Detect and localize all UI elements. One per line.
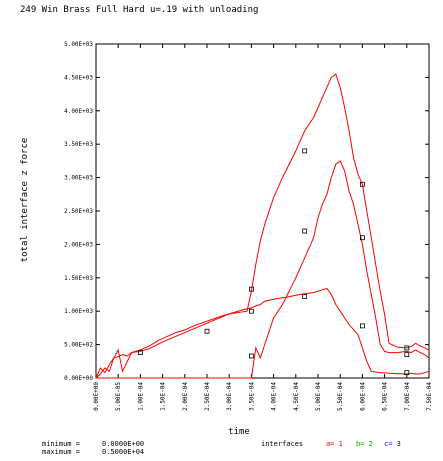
- y-tick-label: 4.50E+03: [64, 74, 93, 81]
- legend: interfaces a= 1 b= 2 c= 3: [261, 440, 401, 448]
- x-tick-label: 6.50E-04: [382, 382, 389, 411]
- data-point-marker: [248, 286, 254, 292]
- data-point-marker: [302, 148, 308, 154]
- footer-stats: minimum = 0.0000E+00 maximum = 0.5000E+0…: [42, 440, 144, 456]
- data-point-marker: [248, 308, 254, 314]
- y-tick-label: 2.50E+03: [64, 208, 93, 215]
- minimum-value: 0.0000E+00: [102, 440, 144, 448]
- x-tick-label: 3.00E-04: [226, 382, 233, 411]
- legend-item-a: a= 1: [326, 440, 343, 448]
- data-point-marker: [404, 352, 410, 358]
- y-tick-label: 5.00E+02: [64, 342, 93, 349]
- plot-frame: [95, 43, 430, 379]
- x-tick-label: 6.00E-04: [359, 382, 366, 411]
- x-tick-label: 4.50E-04: [293, 382, 300, 411]
- y-tick-label: 5.00E+03: [64, 41, 93, 48]
- y-tick-label: 1.50E+03: [64, 275, 93, 282]
- data-point-marker: [359, 235, 365, 241]
- y-tick-label: 0.00E+00: [64, 375, 93, 382]
- y-tick-label: 2.00E+03: [64, 241, 93, 248]
- x-tick-label: 2.50E-04: [204, 382, 211, 411]
- x-tick-label: 2.00E-04: [182, 382, 189, 411]
- x-tick-label: 5.50E-04: [337, 382, 344, 411]
- maximum-value: 0.5000E+04: [102, 448, 144, 456]
- maximum-label: maximum =: [42, 448, 80, 456]
- x-tick-label: 1.00E-04: [137, 382, 144, 411]
- x-tick-label: 1.50E-04: [160, 382, 167, 411]
- y-tick-label: 1.00E+03: [64, 308, 93, 315]
- marker-layer: [137, 148, 410, 376]
- x-tick-label: 5.00E-05: [115, 382, 122, 411]
- y-tick-label: 4.00E+03: [64, 108, 93, 115]
- y-axis-label: total interface z force: [20, 138, 30, 263]
- x-tick-label: 3.50E-04: [248, 382, 255, 411]
- y-axis: 0.00E+00 5.00E+02 1.00E+03 1.50E+03 2.00E+03…: [64, 41, 429, 382]
- x-tick-label: 4.00E-04: [271, 382, 278, 411]
- x-axis: 0.00E+00 5.00E-05 1.00E-04 1.50E-04 2.00E-04…: [93, 44, 433, 411]
- minimum-label: minimum =: [42, 440, 80, 448]
- x-tick-label: 7.50E-04: [426, 382, 433, 411]
- legend-item-b: b= 2: [356, 440, 373, 448]
- data-point-marker: [302, 228, 308, 234]
- y-tick-label: 3.00E+03: [64, 175, 93, 182]
- legend-title: interfaces: [261, 440, 303, 448]
- x-axis-label: time: [228, 427, 250, 437]
- data-point-marker: [204, 328, 210, 334]
- series-line-3: [96, 160, 430, 379]
- x-tick-label: 5.00E-04: [315, 382, 322, 411]
- x-tick-label: 7.00E-04: [404, 382, 411, 411]
- y-tick-label: 3.50E+03: [64, 141, 93, 148]
- data-point-marker: [302, 294, 308, 299]
- chart-title: 249 Win Brass Full Hard u=.19 with unloa…: [20, 5, 258, 15]
- data-point-marker: [404, 370, 410, 376]
- data-point-marker: [248, 353, 254, 359]
- series-layer: [95, 73, 430, 379]
- legend-item-c: c= 3: [384, 440, 401, 448]
- series-line-1: [95, 287, 430, 379]
- series-line-2: [95, 73, 430, 379]
- data-point-marker: [359, 323, 365, 329]
- data-point-marker: [359, 181, 365, 187]
- data-point-marker: [137, 350, 143, 356]
- data-point-marker: [404, 345, 410, 351]
- x-tick-label: 0.00E+00: [93, 382, 100, 411]
